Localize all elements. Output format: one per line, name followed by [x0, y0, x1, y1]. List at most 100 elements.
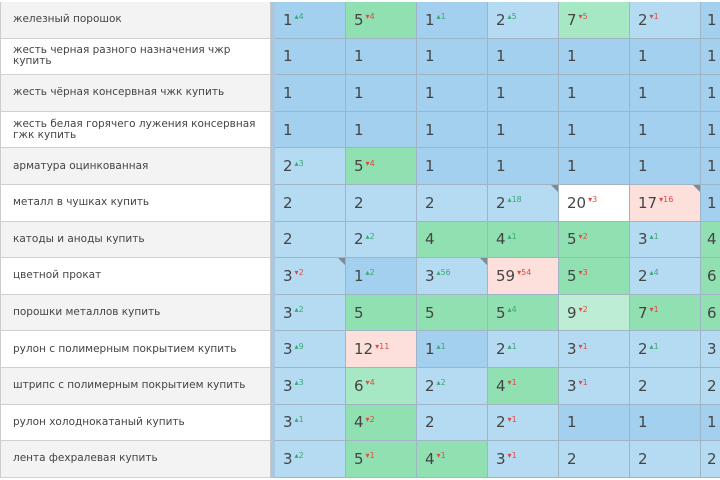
position-cell[interactable]: 7 ▾5: [559, 2, 630, 39]
position-cell[interactable]: 1: [488, 111, 559, 149]
keyword-cell[interactable]: катоды и аноды купить: [0, 221, 270, 259]
position-cell[interactable]: 9 ▾2: [559, 294, 630, 332]
position-cell[interactable]: 6: [701, 294, 720, 332]
position-cell[interactable]: 2: [630, 441, 701, 478]
position-cell[interactable]: 1: [559, 148, 630, 185]
position-cell[interactable]: 5 ▴4: [488, 294, 559, 332]
position-cell[interactable]: 1: [417, 148, 488, 185]
position-cell[interactable]: 5 ▾2: [559, 221, 630, 259]
position-cell[interactable]: 5 ▾3: [559, 258, 630, 295]
position-cell[interactable]: 2: [701, 441, 720, 478]
position-cell[interactable]: 3: [701, 331, 720, 368]
position-cell[interactable]: 2: [275, 221, 346, 259]
position-cell[interactable]: 2: [701, 367, 720, 405]
position-cell[interactable]: 2 ▴5: [488, 2, 559, 39]
position-cell[interactable]: 2 ▴4: [630, 258, 701, 295]
position-cell[interactable]: 1: [417, 111, 488, 149]
position-cell[interactable]: 3 ▴2: [275, 441, 346, 478]
position-cell[interactable]: 1 ▴1: [417, 331, 488, 368]
position-cell[interactable]: 3 ▴56: [417, 258, 488, 295]
position-cell[interactable]: 4: [417, 221, 488, 259]
position-cell[interactable]: 1: [488, 148, 559, 185]
position-cell[interactable]: 6: [701, 258, 720, 295]
position-cell[interactable]: 1: [488, 38, 559, 76]
position-cell[interactable]: 3 ▴1: [275, 404, 346, 442]
position-cell[interactable]: 3 ▾1: [559, 331, 630, 368]
position-cell[interactable]: 1: [559, 38, 630, 76]
keyword-cell[interactable]: металл в чушках купить: [0, 184, 270, 222]
position-cell[interactable]: 1: [701, 111, 720, 149]
position-cell[interactable]: 1: [488, 75, 559, 112]
position-cell[interactable]: 1: [275, 111, 346, 149]
position-cell[interactable]: 1: [630, 38, 701, 76]
keyword-cell[interactable]: рулон с полимерным покрытием купить: [0, 331, 270, 368]
position-cell[interactable]: 1: [559, 111, 630, 149]
position-cell[interactable]: 2 ▴1: [488, 331, 559, 368]
keyword-cell[interactable]: цветной прокат: [0, 258, 270, 295]
position-cell[interactable]: 5 ▾1: [346, 441, 417, 478]
position-cell[interactable]: 1: [630, 75, 701, 112]
position-cell[interactable]: 1: [630, 148, 701, 185]
position-cell[interactable]: 1 ▴2: [346, 258, 417, 295]
position-cell[interactable]: 1: [275, 75, 346, 112]
position-cell[interactable]: 2: [417, 184, 488, 222]
position-cell[interactable]: 4 ▴1: [488, 221, 559, 259]
position-cell[interactable]: 20 ▾3: [559, 184, 630, 222]
position-cell[interactable]: 3 ▾1: [488, 441, 559, 478]
position-cell[interactable]: 59 ▾54: [488, 258, 559, 295]
position-cell[interactable]: 6 ▾4: [346, 367, 417, 405]
position-cell[interactable]: 1: [701, 404, 720, 442]
position-cell[interactable]: 2 ▴2: [346, 221, 417, 259]
position-cell[interactable]: 4 ▾2: [346, 404, 417, 442]
position-cell[interactable]: 3 ▴3: [275, 367, 346, 405]
position-cell[interactable]: 5: [417, 294, 488, 332]
position-cell[interactable]: 2 ▴18: [488, 184, 559, 222]
position-cell[interactable]: 2 ▾1: [630, 2, 701, 39]
position-cell[interactable]: 5 ▾4: [346, 2, 417, 39]
keyword-cell[interactable]: лента фехралевая купить: [0, 441, 270, 478]
keyword-cell[interactable]: жесть белая горячего лужения консервная …: [0, 111, 270, 149]
position-cell[interactable]: 1: [346, 75, 417, 112]
position-cell[interactable]: 3 ▴1: [630, 221, 701, 259]
position-cell[interactable]: 1: [346, 111, 417, 149]
position-cell[interactable]: 4: [701, 221, 720, 259]
position-cell[interactable]: 1: [701, 75, 720, 112]
position-cell[interactable]: 2: [559, 441, 630, 478]
position-cell[interactable]: 1: [701, 184, 720, 222]
position-cell[interactable]: 1: [417, 75, 488, 112]
position-cell[interactable]: 12 ▾11: [346, 331, 417, 368]
position-cell[interactable]: 3 ▾1: [559, 367, 630, 405]
keyword-cell[interactable]: арматура оцинкованная: [0, 148, 270, 185]
keyword-cell[interactable]: жесть черная разного назначения чжр купи…: [0, 38, 270, 76]
position-cell[interactable]: 1: [346, 38, 417, 76]
position-cell[interactable]: 5: [346, 294, 417, 332]
keyword-cell[interactable]: штрипс с полимерным покрытием купить: [0, 367, 270, 405]
position-cell[interactable]: 1: [559, 404, 630, 442]
position-cell[interactable]: 2 ▴3: [275, 148, 346, 185]
position-cell[interactable]: 2: [630, 367, 701, 405]
position-cell[interactable]: 1 ▴1: [417, 2, 488, 39]
position-cell[interactable]: 1: [701, 38, 720, 76]
position-cell[interactable]: 2: [346, 184, 417, 222]
position-cell[interactable]: 1 ▴4: [275, 2, 346, 39]
keyword-cell[interactable]: рулон холоднокатаный купить: [0, 404, 270, 442]
position-cell[interactable]: 1: [559, 75, 630, 112]
keyword-cell[interactable]: порошки металлов купить: [0, 294, 270, 332]
position-cell[interactable]: 1: [275, 38, 346, 76]
position-cell[interactable]: 1: [701, 2, 720, 39]
position-cell[interactable]: 2: [417, 404, 488, 442]
position-cell[interactable]: 2 ▾1: [488, 404, 559, 442]
keyword-cell[interactable]: железный порошок: [0, 2, 270, 39]
position-cell[interactable]: 7 ▾1: [630, 294, 701, 332]
keyword-cell[interactable]: жесть чёрная консервная чжк купить: [0, 75, 270, 112]
position-cell[interactable]: 2 ▴2: [417, 367, 488, 405]
position-cell[interactable]: 3 ▴9: [275, 331, 346, 368]
position-cell[interactable]: 1: [701, 148, 720, 185]
position-cell[interactable]: 3 ▴2: [275, 294, 346, 332]
position-cell[interactable]: 5 ▾4: [346, 148, 417, 185]
position-cell[interactable]: 3 ▾2: [275, 258, 346, 295]
position-cell[interactable]: 4 ▾1: [488, 367, 559, 405]
position-cell[interactable]: 2 ▴1: [630, 331, 701, 368]
position-cell[interactable]: 1: [630, 404, 701, 442]
position-cell[interactable]: 17 ▾16: [630, 184, 701, 222]
